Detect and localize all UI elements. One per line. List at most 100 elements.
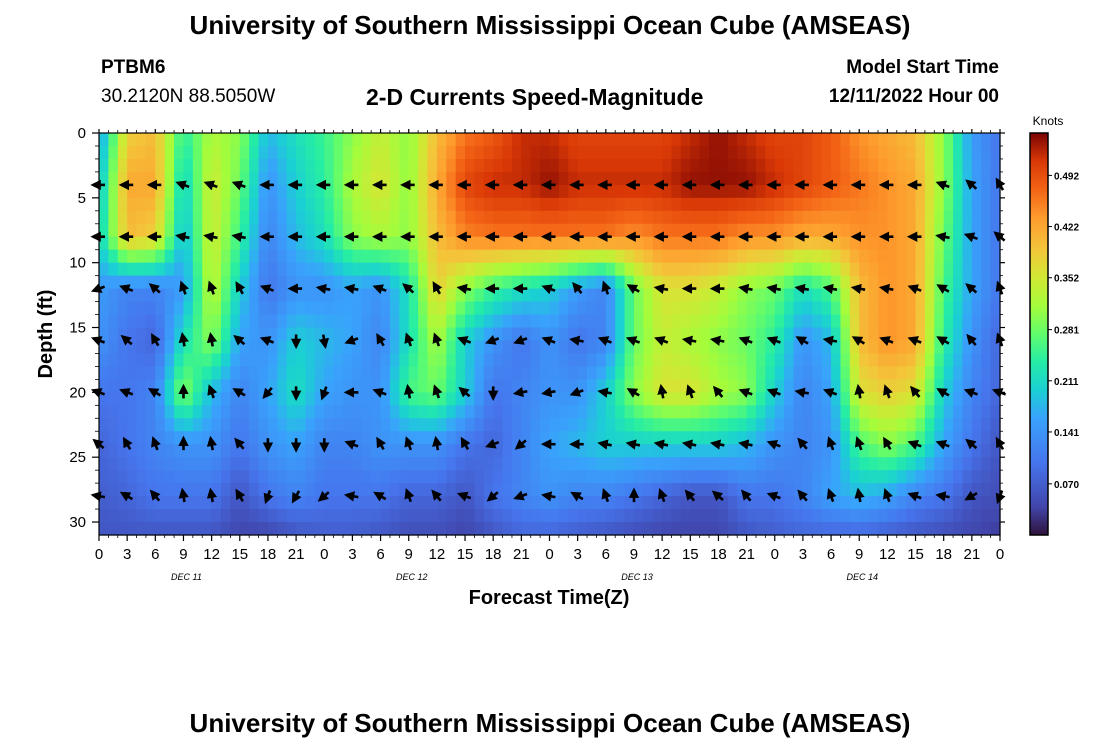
heatmap-cell [324,509,335,523]
heatmap-cell [540,133,551,147]
heatmap-cell [418,418,429,432]
x-tick-label: 3 [348,546,356,563]
heatmap-cell [680,444,691,458]
heatmap-cell [981,496,992,510]
heatmap-cell [239,171,250,186]
heatmap-cell [371,158,382,173]
heatmap-cell [277,353,288,368]
heatmap-cell [558,145,569,160]
heatmap-cell [624,366,635,380]
colorbar-tick-label: 0.352 [1054,274,1079,285]
heatmap-cell [286,236,297,251]
heatmap-cell [680,431,691,445]
heatmap-cell [530,184,541,199]
heatmap-cell [174,210,185,225]
heatmap-cell [812,444,823,458]
heatmap-cell [746,236,757,251]
heatmap-cell [605,301,616,316]
heatmap-cell [286,314,297,329]
heatmap-cell [737,392,748,406]
heatmap-cell [258,158,269,173]
heatmap-cell [784,223,795,238]
heatmap-cell [746,314,757,329]
heatmap-cell [596,470,607,484]
heatmap-cell [765,210,776,225]
heatmap-cell [314,236,325,251]
heatmap-cell [709,223,720,238]
heatmap-cell [652,288,663,303]
heatmap-cell [859,496,870,510]
heatmap-cell [455,327,466,342]
heatmap-cell [915,418,926,432]
heatmap-cell [831,262,842,277]
heatmap-cell [418,509,429,523]
heatmap-cell [211,275,222,290]
heatmap-cell [990,379,1001,393]
heatmap-cell [709,496,720,510]
heatmap-cell [849,223,860,238]
heatmap-cell [249,275,260,290]
heatmap-cell [934,392,945,406]
heatmap-cell [953,392,964,406]
heatmap-cell [624,457,635,471]
heatmap-cell [971,483,982,497]
heatmap-cell [333,145,344,160]
heatmap-cell [971,340,982,355]
heatmap-cell [427,262,438,277]
heatmap-cell [530,483,541,497]
heatmap-cell [465,288,476,303]
heatmap-cell [483,457,494,471]
heatmap-cell [906,496,917,510]
heatmap-cell [981,210,992,225]
heatmap-cell [877,314,888,329]
heatmap-cell [530,210,541,225]
heatmap-cell [915,444,926,458]
heatmap-cell [624,379,635,393]
heatmap-cell [277,249,288,264]
heatmap-cell [211,405,222,419]
heatmap-cell [164,327,175,342]
heatmap-cell [662,483,673,497]
heatmap-cell [155,496,166,510]
heatmap-cell [230,470,241,484]
current-arrow [376,333,387,347]
heatmap-cell [239,288,250,303]
heatmap-cell [117,418,128,432]
heatmap-cell [230,314,241,329]
heatmap-cell [652,275,663,290]
current-arrow [601,488,612,503]
heatmap-cell [906,366,917,380]
heatmap-cell [314,249,325,264]
heatmap-cell [943,171,954,186]
heatmap-cell [446,223,457,238]
heatmap-cell [465,210,476,225]
heatmap-cell [249,483,260,497]
heatmap-cell [906,353,917,368]
heatmap-cell [277,509,288,523]
heatmap-cell [183,431,194,445]
heatmap-cell [765,366,776,380]
heatmap-cell [465,405,476,419]
heatmap-cell [277,444,288,458]
heatmap-cell [258,522,269,536]
heatmap-cell [174,496,185,510]
heatmap-cell [427,275,438,290]
heatmap-cell [211,470,222,484]
heatmap-cell [408,379,419,393]
heatmap-cell [549,236,560,251]
heatmap-cell [990,223,1001,238]
heatmap-cell [859,444,870,458]
heatmap-cell [596,483,607,497]
heatmap-cell [343,184,354,199]
heatmap-cell [277,431,288,445]
heatmap-cell [755,405,766,419]
heatmap-cell [202,314,213,329]
heatmap-cell [502,275,513,290]
heatmap-cell [568,197,579,212]
heatmap-cell [521,444,532,458]
heatmap-cell [577,223,588,238]
heatmap-cell [887,405,898,419]
heatmap-cell [755,314,766,329]
heatmap-cell [671,444,682,458]
heatmap-cell [868,522,879,536]
